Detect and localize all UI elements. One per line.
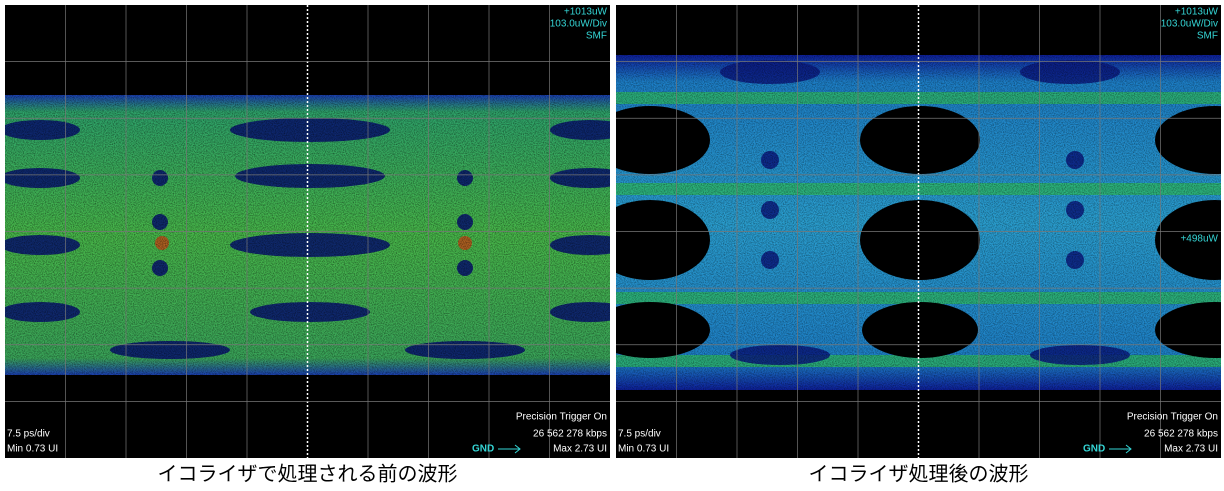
min: Min 0.73 UI (7, 444, 58, 455)
gnd: GND (472, 444, 494, 455)
rate: 26 562 278 kbps (1144, 429, 1218, 440)
gnd-arrow (498, 444, 521, 454)
level-marker: +498uW (1180, 234, 1218, 245)
caption: イコライザ処理後の波形 (809, 462, 1029, 486)
top-level: +1013uW (1175, 7, 1219, 18)
fiber: SMF (586, 31, 607, 42)
fiber: SMF (1197, 31, 1218, 42)
trigger: Precision Trigger On (1127, 412, 1218, 423)
scale: 103.0uW/Div (550, 19, 607, 30)
eye-diagram (616, 55, 1221, 390)
trigger: Precision Trigger On (516, 412, 607, 423)
min: Min 0.73 UI (618, 444, 669, 455)
rate: 26 562 278 kbps (533, 429, 607, 440)
max: Max 2.73 UI (1164, 444, 1218, 455)
timebase: 7.5 ps/div (7, 429, 50, 440)
eye-diagram (5, 95, 610, 375)
gnd: GND (1083, 444, 1105, 455)
gnd-arrow (1109, 444, 1132, 454)
scale: 103.0uW/Div (1161, 19, 1218, 30)
caption: イコライザで処理される前の波形 (158, 462, 458, 486)
top-level: +1013uW (564, 7, 608, 18)
max: Max 2.73 UI (553, 444, 607, 455)
timebase: 7.5 ps/div (618, 429, 661, 440)
